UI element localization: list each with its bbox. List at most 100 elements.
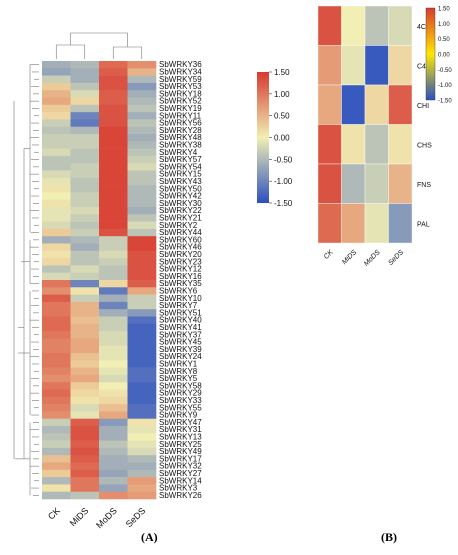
heatmap-cell: [70, 112, 100, 120]
heatmap-cell: [42, 404, 71, 412]
heatmap-cell: [127, 316, 157, 325]
heatmap-cell: [70, 469, 100, 478]
heatmap-cell: [70, 462, 100, 471]
heatmap-cell: [127, 185, 157, 193]
colorbar-tick-label: -0.50: [438, 68, 452, 74]
heatmap-cell: [70, 477, 100, 485]
heatmap-cell: [70, 90, 100, 98]
heatmap-cell: [127, 345, 157, 354]
row-label: SbWRKY6: [159, 287, 198, 296]
heatmap-cell: [127, 301, 157, 310]
heatmap-cell: [42, 141, 71, 149]
row-label: SbWRKY57: [159, 155, 202, 164]
column-dendrogram: [55, 32, 143, 59]
heatmap-cell: [127, 126, 157, 135]
row-label: CHI: [417, 103, 429, 110]
row-label: SbWRKY8: [159, 367, 198, 376]
heatmap-cell: [42, 148, 71, 157]
heatmap-cell: [99, 433, 128, 441]
heatmap-cell: [42, 491, 71, 500]
heatmap-cell: [70, 491, 100, 500]
heatmap-cell: [70, 345, 100, 354]
heatmap-cell: [99, 185, 128, 193]
heatmap-cell: [42, 316, 71, 325]
heatmap-cell: [42, 112, 71, 120]
heatmap-cell: [99, 258, 128, 266]
heatmap-cell: [127, 155, 157, 164]
heatmap-cell: [99, 360, 128, 368]
heatmap-cell: [99, 272, 128, 281]
heatmap-cell: [70, 119, 100, 127]
heatmap-cell: [70, 177, 100, 186]
heatmap-cell: [70, 411, 100, 419]
row-label: SbWRKY29: [159, 389, 202, 398]
row-label: SbWRKY21: [159, 214, 202, 223]
heatmap-cell: [70, 433, 100, 441]
heatmap-cell: [317, 124, 342, 165]
heatmap-cell: [70, 374, 100, 383]
heatmap-cell: [127, 447, 157, 456]
heatmap-cell: [127, 469, 157, 478]
heatmap-cell: [317, 163, 342, 204]
heatmap-cell: [99, 294, 128, 303]
heatmap-cell: [99, 462, 128, 471]
heatmap-cell: [42, 331, 71, 339]
heatmap-cell: [127, 396, 157, 405]
heatmap-cell: [99, 104, 128, 113]
heatmap-cell: [127, 236, 157, 244]
heatmap-cell: [127, 374, 157, 383]
row-label: SbWRKY13: [159, 433, 202, 442]
heatmap-cell: [42, 345, 71, 354]
heatmap-cell: [317, 45, 342, 86]
heatmap-cell: [127, 331, 157, 339]
heatmap-cell: [99, 68, 128, 76]
heatmap-cell: [42, 90, 71, 98]
heatmap-cell: [70, 265, 100, 273]
heatmap-cell: [99, 82, 128, 91]
heatmap-cell: [341, 45, 366, 86]
row-label: SbWRKY51: [159, 308, 202, 317]
heatmap-cell: [99, 484, 128, 492]
heatmap-cell: [99, 374, 128, 383]
heatmap-cell: [70, 163, 100, 171]
heatmap-cell: [99, 126, 128, 135]
heatmap-cell: [42, 75, 71, 84]
heatmap-cell: [70, 360, 100, 368]
heatmap-cell: [70, 250, 100, 259]
row-label: SbWRKY45: [159, 338, 202, 347]
heatmap-cell: [42, 294, 71, 303]
heatmap-cell: [42, 353, 71, 361]
row-label: SbWRKY5: [159, 374, 198, 383]
row-label: SbWRKY44: [159, 228, 202, 237]
heatmap-cell: [127, 104, 157, 113]
heatmap-cell: [99, 455, 128, 463]
heatmap-cell: [42, 155, 71, 164]
heatmap-cell: [127, 119, 157, 127]
heatmap-cell: [127, 141, 157, 149]
heatmap-cell: [99, 338, 128, 346]
heatmap-cell: [42, 374, 71, 383]
heatmap-cell: [70, 418, 100, 427]
heatmap-cell: [70, 382, 100, 390]
row-label: SbWRKY36: [159, 60, 202, 69]
heatmap-cell: [127, 243, 157, 252]
heatmap-cell: [70, 134, 100, 142]
heatmap-cell: [42, 301, 71, 310]
row-label: SbWRKY10: [159, 294, 202, 303]
heatmap-cell: [127, 411, 157, 419]
heatmap-cell: [99, 221, 128, 230]
heatmap-cell: [42, 382, 71, 390]
row-label: SbWRKY2: [159, 221, 198, 230]
row-label: SbWRKY19: [159, 104, 202, 113]
heatmap-cell: [127, 418, 157, 427]
heatmap-cell: [70, 185, 100, 193]
colorbar-tick-label: 0.00: [438, 53, 450, 59]
heatmap-cell: [42, 309, 71, 317]
heatmap-cell: [388, 203, 413, 244]
heatmap-cell: [42, 214, 71, 222]
row-label: SbWRKY9: [159, 411, 198, 420]
heatmap-cell: [99, 426, 128, 434]
heatmap-cell: [127, 491, 157, 500]
heatmap-cell: [42, 82, 71, 91]
heatmap-cell: [317, 5, 342, 46]
